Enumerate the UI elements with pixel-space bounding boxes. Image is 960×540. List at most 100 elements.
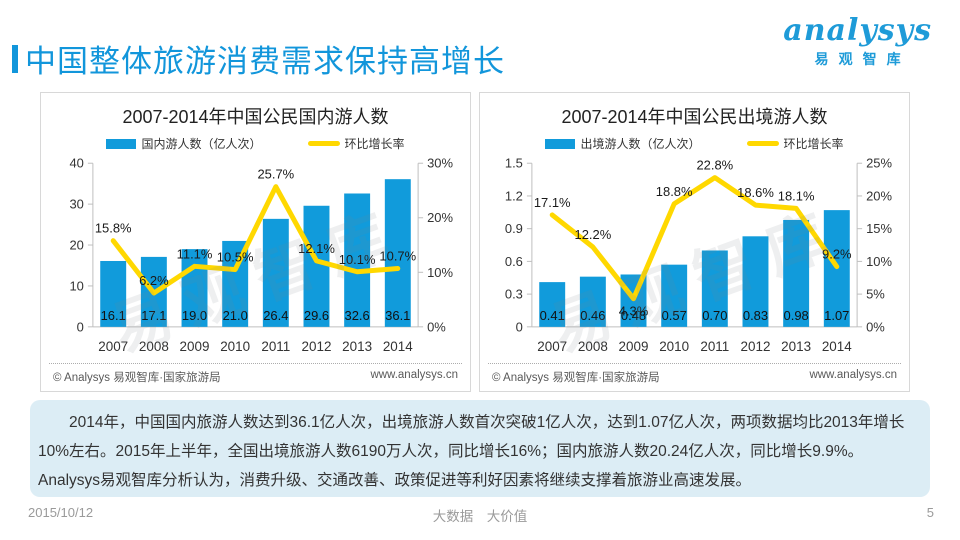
legend-item-bars: 出境游人数（亿人次） [545,135,701,152]
footer-slogan: 大数据 大价值 [432,509,528,524]
svg-text:2013: 2013 [342,339,372,354]
svg-text:40: 40 [69,156,83,171]
legend-item-bars: 国内游人数（亿人次） [106,135,262,152]
heading-accent-bar [12,44,18,73]
svg-text:2009: 2009 [619,339,649,354]
svg-text:2007: 2007 [537,339,567,354]
chart-legend: 出境游人数（亿人次） 环比增长率 [480,135,909,152]
legend-item-line: 环比增长率 [307,135,405,152]
svg-text:0.41: 0.41 [540,308,565,323]
legend-bar-swatch [106,138,137,149]
svg-text:0: 0 [77,319,84,334]
panel-divider [49,363,462,364]
svg-text:2009: 2009 [180,339,210,354]
svg-text:2010: 2010 [659,339,689,354]
svg-text:2011: 2011 [700,339,729,354]
outbound-tourism-chart-panel: 2007-2014年中国公民出境游人数 出境游人数（亿人次） 环比增长率 0 0.… [479,92,910,392]
svg-text:25.7%: 25.7% [257,167,294,182]
svg-text:10.1%: 10.1% [339,252,376,267]
svg-text:10%: 10% [866,254,892,269]
summary-box: 2014年，中国国内旅游人数达到36.1亿人次，出境旅游人数首次突破1亿人次，达… [30,400,930,497]
svg-text:0%: 0% [866,319,885,334]
svg-text:20%: 20% [866,188,892,203]
svg-text:20: 20 [69,238,83,253]
chart-source-url: www.analysys.cn [809,369,897,381]
svg-text:0.83: 0.83 [743,308,768,323]
svg-text:15%: 15% [866,221,892,236]
svg-text:18.6%: 18.6% [737,185,774,200]
domestic-tourism-chart-panel: 2007-2014年中国公民国内游人数 国内游人数（亿人次） 环比增长率 0 10… [40,92,471,392]
svg-text:0%: 0% [427,319,446,334]
svg-text:5%: 5% [866,287,885,302]
svg-text:0.46: 0.46 [580,308,605,323]
legend-bar-label: 出境游人数（亿人次） [580,137,701,151]
summary-paragraph-2: Analysys易观智库分析认为，消费升级、交通改善、政策促进等利好因素将继续支… [38,472,752,489]
svg-text:19.0: 19.0 [182,308,207,323]
svg-text:2012: 2012 [741,339,771,354]
footer-date: 2015/10/12 [28,505,94,520]
svg-text:2008: 2008 [578,339,608,354]
svg-text:32.6: 32.6 [345,308,370,323]
panel-footer: © Analysys 易观智库·国家旅游局 www.analysys.cn [480,364,909,385]
outbound-chart-canvas: 0 0.3 0.6 0.9 1.2 1.5 0% 5% 10% 15% 20% 25% 0.41 2007… [505,156,893,354]
svg-text:30%: 30% [427,156,453,171]
svg-text:10.7%: 10.7% [379,249,416,264]
svg-text:10: 10 [69,278,83,293]
legend-line-swatch [746,141,779,146]
chart-title: 2007-2014年中国公民国内游人数 [122,107,389,127]
svg-text:29.6: 29.6 [304,308,329,323]
svg-text:2007: 2007 [98,339,128,354]
svg-text:30: 30 [69,197,83,212]
svg-text:10%: 10% [427,265,453,280]
legend-bar-swatch [545,138,576,149]
legend-item-line: 环比增长率 [746,135,844,152]
svg-text:18.1%: 18.1% [778,188,815,203]
panel-footer: © Analysys 易观智库·国家旅游局 www.analysys.cn [41,364,470,385]
svg-text:12.1%: 12.1% [298,241,335,256]
analysys-logo: analysys 易观智库 [783,14,932,69]
svg-text:15.8%: 15.8% [95,221,132,236]
svg-text:22.8%: 22.8% [696,158,733,173]
svg-text:0.57: 0.57 [662,308,687,323]
svg-text:18.8%: 18.8% [656,184,693,199]
svg-text:2010: 2010 [220,339,250,354]
chart-title: 2007-2014年中国公民出境游人数 [561,107,828,127]
legend-line-swatch [307,141,340,146]
svg-text:4.3%: 4.3% [619,304,649,319]
svg-text:12.2%: 12.2% [574,227,611,242]
svg-text:1.07: 1.07 [824,308,849,323]
svg-text:17.1%: 17.1% [534,195,571,210]
chart-source-credit: © Analysys 易观智库·国家旅游局 [53,372,221,384]
chart-legend: 国内游人数（亿人次） 环比增长率 [41,135,470,152]
svg-text:2013: 2013 [781,339,811,354]
svg-text:2014: 2014 [383,339,413,354]
svg-text:16.1: 16.1 [101,308,126,323]
domestic-chart-canvas: 0 10 20 30 40 0% 10% 20% 30% 16.1 2007 17.1 2008 19.0… [69,156,453,354]
svg-text:2008: 2008 [139,339,169,354]
svg-text:1.5: 1.5 [505,156,523,171]
heading: 中国整体旅游消费需求保持高增长 [12,36,505,81]
svg-text:0.9: 0.9 [505,221,523,236]
svg-text:20%: 20% [427,210,453,225]
chart-source-credit: © Analysys 易观智库·国家旅游局 [492,372,660,384]
svg-text:25%: 25% [866,156,892,171]
svg-text:9.2%: 9.2% [822,247,852,262]
legend-bar-label: 国内游人数（亿人次） [141,137,262,151]
svg-text:2012: 2012 [302,339,332,354]
svg-text:21.0: 21.0 [223,308,248,323]
chart-source-url: www.analysys.cn [370,369,458,381]
svg-text:2011: 2011 [261,339,290,354]
legend-line-label: 环比增长率 [783,137,844,151]
logo-brand-text: analysys [783,13,932,48]
svg-text:36.1: 36.1 [385,308,410,323]
svg-text:17.1: 17.1 [141,308,166,323]
svg-text:0.3: 0.3 [505,287,523,302]
svg-text:2014: 2014 [822,339,852,354]
svg-text:0.6: 0.6 [505,254,523,269]
logo-chinese-text: 易观智库 [814,51,911,67]
legend-line-label: 环比增长率 [344,137,405,151]
svg-text:1.2: 1.2 [505,188,523,203]
svg-text:11.1%: 11.1% [177,246,213,261]
svg-text:26.4: 26.4 [263,308,288,323]
